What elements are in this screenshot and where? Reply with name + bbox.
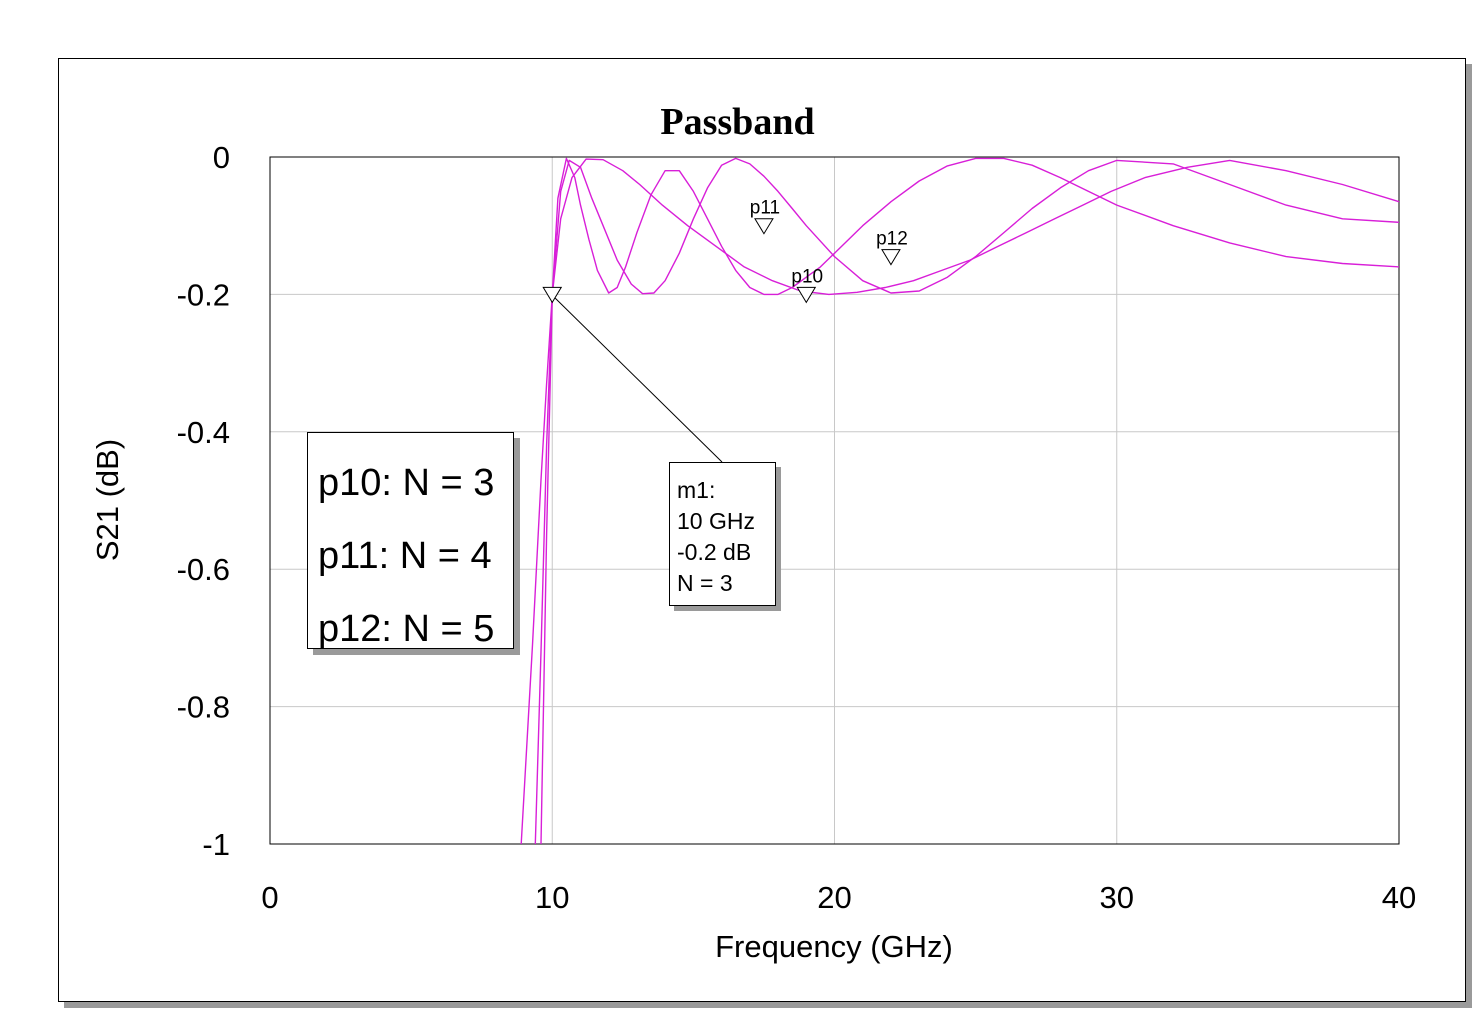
series-line-p12 (540, 157, 1400, 845)
x-tick-label: 0 (261, 880, 278, 915)
x-tick-label: 30 (1100, 880, 1134, 915)
y-tick-label: -0.4 (177, 415, 230, 450)
marker-p11-label: p11 (750, 198, 780, 219)
series-group (520, 157, 1400, 845)
x-tick-label: 40 (1382, 880, 1416, 915)
legend-entry-p12: p12: N = 5 (318, 608, 495, 650)
legend-entry-p10: p10: N = 3 (318, 462, 495, 504)
legend-entry-p11: p11: N = 4 (318, 535, 492, 577)
plot-area (269, 156, 1400, 845)
y-tick-label: -0.8 (177, 690, 230, 725)
y-tick-label: -0.2 (177, 277, 230, 312)
marker-value: -0.2 dB (677, 539, 752, 565)
marker-parameter: N = 3 (677, 570, 733, 596)
marker-frequency: 10 GHz (677, 508, 755, 534)
y-tick-label: -0.6 (177, 552, 230, 587)
marker-p10-label: p10 (791, 266, 823, 287)
y-axis-label: S21 (dB) (90, 439, 125, 561)
marker-p10-triangle (796, 286, 817, 304)
marker-readout-box: m1: 10 GHz -0.2 dB N = 3 (669, 462, 776, 606)
legend-box: p10: N = 3 p11: N = 4 p12: N = 5 (307, 432, 514, 650)
series-line-p10 (520, 158, 1400, 845)
x-tick-label: 20 (817, 880, 851, 915)
marker-p12-triangle (881, 249, 901, 266)
series-line-p11 (534, 157, 1400, 845)
x-axis-label: Frequency (GHz) (715, 929, 953, 964)
markers-group: p10 p11 p12 (542, 198, 908, 304)
marker-p11-triangle (754, 218, 774, 235)
y-tick-label: -1 (202, 827, 230, 862)
x-axis: 0 10 20 30 40 (261, 880, 1416, 915)
marker-name: m1: (677, 477, 716, 503)
marker-m1-triangle (542, 286, 563, 304)
chart-title: Passband (660, 101, 815, 143)
y-tick-label: 0 (213, 140, 230, 175)
y-axis: 0 -0.2 -0.4 -0.6 -0.8 -1 (177, 140, 230, 862)
marker-p12-label: p12 (876, 229, 908, 250)
x-tick-label: 10 (535, 880, 569, 915)
marker-leader-line (551, 294, 723, 463)
